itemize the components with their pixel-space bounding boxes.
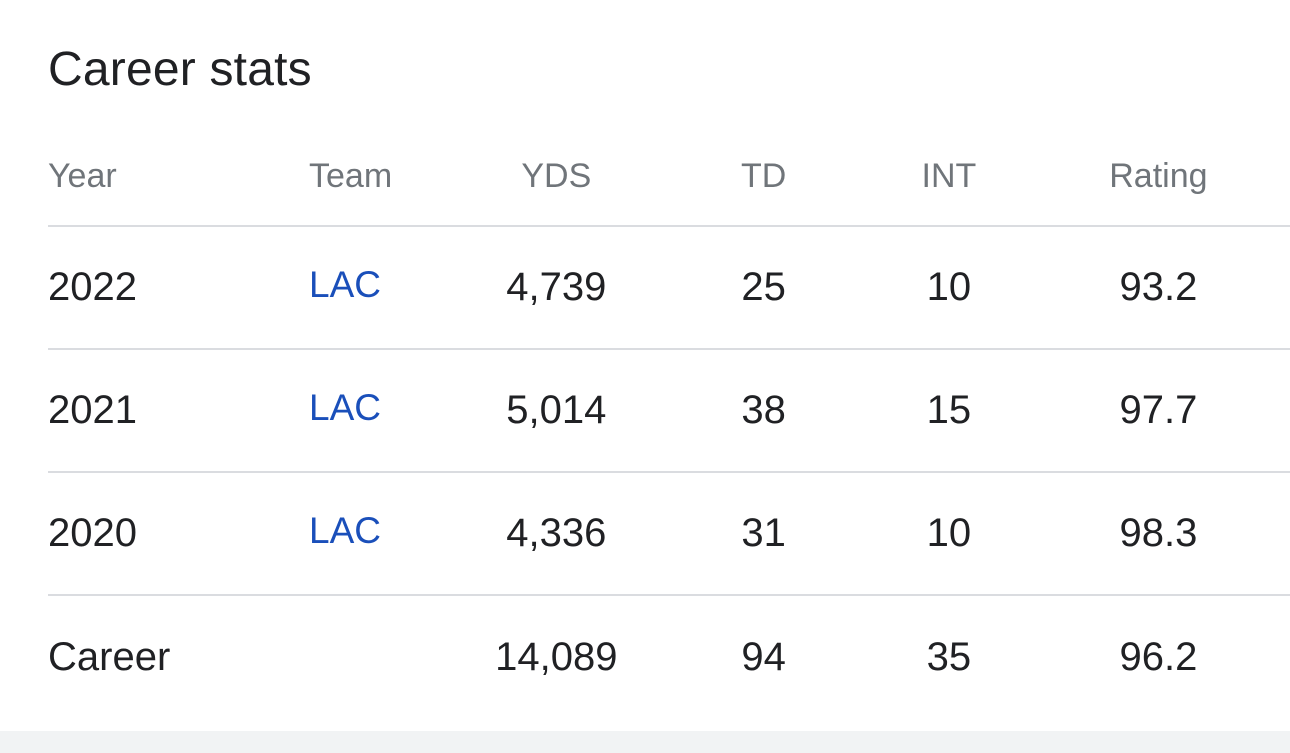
team-link[interactable]: LAC xyxy=(309,264,381,305)
table-row: 2021 LAC 5,014 38 15 97.7 xyxy=(48,349,1290,472)
column-header-rating: Rating xyxy=(1109,157,1208,195)
career-int-cell: 35 xyxy=(926,634,972,679)
career-td-cell: 94 xyxy=(741,634,786,679)
int-cell: 15 xyxy=(926,388,972,432)
yds-cell: 4,336 xyxy=(506,511,607,555)
rating-cell: 98.3 xyxy=(1119,511,1198,555)
rating-cell: 97.7 xyxy=(1119,388,1198,432)
table-row: 2022 LAC 4,739 25 10 93.2 xyxy=(48,226,1290,349)
team-cell: LAC xyxy=(309,349,456,472)
footer-band xyxy=(0,731,1290,753)
td-cell: 25 xyxy=(741,265,786,309)
career-stats-card: Career stats Year Team YDS TD INT Rating… xyxy=(48,43,1290,718)
team-cell-empty xyxy=(309,595,456,718)
career-label: Career xyxy=(48,634,171,679)
team-link[interactable]: LAC xyxy=(309,387,381,428)
card-title: Career stats xyxy=(48,43,312,96)
career-total-row: Career 14,089 94 35 96.2 xyxy=(48,595,1290,718)
rating-cell: 93.2 xyxy=(1119,265,1198,309)
career-stats-table: Year Team YDS TD INT Rating 2022 LAC 4,7… xyxy=(48,140,1290,718)
column-header-int: INT xyxy=(921,157,977,195)
table-row: 2020 LAC 4,336 31 10 98.3 xyxy=(48,472,1290,595)
td-cell: 31 xyxy=(741,511,786,555)
table-header-row: Year Team YDS TD INT Rating xyxy=(48,140,1290,226)
yds-cell: 5,014 xyxy=(506,388,607,432)
column-header-team: Team xyxy=(309,157,393,195)
int-cell: 10 xyxy=(926,511,972,555)
column-header-td: TD xyxy=(741,157,787,195)
career-rating-cell: 96.2 xyxy=(1119,634,1198,679)
team-cell: LAC xyxy=(309,226,456,349)
year-cell: 2022 xyxy=(48,265,137,309)
yds-cell: 4,739 xyxy=(506,265,607,309)
year-cell: 2020 xyxy=(48,511,137,555)
td-cell: 38 xyxy=(741,388,786,432)
team-cell: LAC xyxy=(309,472,456,595)
team-link[interactable]: LAC xyxy=(309,510,381,551)
year-cell: 2021 xyxy=(48,388,137,432)
column-header-yds: YDS xyxy=(521,157,592,195)
int-cell: 10 xyxy=(926,265,972,309)
career-yds-cell: 14,089 xyxy=(495,634,618,679)
column-header-year: Year xyxy=(48,157,117,195)
